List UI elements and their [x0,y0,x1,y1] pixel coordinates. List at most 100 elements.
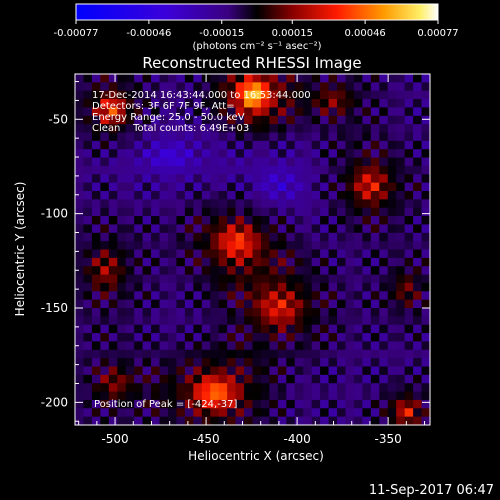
heatmap-cell [421,416,430,425]
heatmap-cell [184,282,194,292]
heatmap-cell [387,274,397,284]
heatmap-cell [328,165,338,175]
heatmap-cell [210,174,220,184]
heatmap-cell [83,182,93,192]
heatmap-cell [337,199,347,209]
heatmap-cell [134,249,144,259]
heatmap-cell [294,416,304,425]
heatmap-cell [269,182,279,192]
heatmap-cell [404,391,414,401]
heatmap-cell [328,282,338,292]
heatmap-cell [311,140,321,150]
heatmap-cell [117,416,127,425]
heatmap-cell [337,324,347,334]
heatmap-cell [108,282,118,292]
heatmap-cell [260,416,270,425]
heatmap-cell [252,191,262,200]
heatmap-cell [142,282,152,292]
heatmap-cell [353,74,363,83]
heatmap-cell [396,157,406,167]
heatmap-cell [421,157,430,167]
heatmap-cell [370,165,380,175]
heatmap-cell [235,324,245,334]
heatmap-cell [413,149,423,159]
heatmap-cell [353,115,363,125]
heatmap-cell [379,132,389,142]
heatmap-cell [125,399,135,409]
heatmap-cell [108,266,118,276]
heatmap-cell [210,299,220,309]
heatmap-cell [159,216,169,226]
heatmap-cell [370,266,380,276]
heatmap-cell [117,132,127,142]
heatmap-cell [184,241,194,251]
heatmap-cell [396,274,406,284]
heatmap-cell [151,82,161,92]
heatmap-cell [159,115,169,125]
heatmap-cell [370,282,380,292]
heatmap-cell [252,391,262,401]
heatmap-cell [404,416,414,425]
heatmap-cell [134,366,144,376]
heatmap-cell [227,224,237,234]
heatmap-cell [294,140,304,150]
heatmap-cell [75,399,85,409]
heatmap-cell [176,282,186,292]
heatmap-cell [345,374,355,384]
heatmap-cell [184,291,194,301]
heatmap-cell [244,249,254,259]
heatmap-cell [75,99,85,109]
heatmap-cell [244,191,254,200]
heatmap-cell [151,132,161,142]
heatmap-cell [134,282,144,292]
heatmap-cell [210,207,220,217]
heatmap-cell [201,124,211,134]
heatmap-cell [362,174,372,184]
heatmap-cell [260,157,270,167]
plot-frame [74,73,431,426]
heatmap-cell [167,349,178,359]
heatmap-cell [176,341,186,351]
heatmap-cell [379,207,389,217]
heatmap-cell [83,241,93,251]
heatmap-cell [370,107,380,117]
heatmap-cell [311,391,321,401]
heatmap-cell [100,324,110,334]
heatmap-cell [353,124,363,134]
heatmap-cell [227,349,237,359]
heatmap-cell [311,199,321,209]
heatmap-cell [294,174,304,184]
heatmap-cell [218,216,228,226]
heatmap-cell [294,349,304,359]
heatmap-cell [244,333,254,343]
heatmap-cell [269,107,279,117]
heatmap-cell [176,199,186,209]
heatmap-cell [176,157,186,167]
heatmap-cell [193,249,203,259]
heatmap-cell [328,107,338,117]
heatmap-cell [269,341,279,351]
heatmap-cell [151,383,161,393]
heatmap-cell [117,266,127,276]
heatmap-cell [396,316,406,326]
heatmap-cell [252,383,262,393]
heatmap-cell [176,291,186,301]
heatmap-cell [117,316,127,326]
heatmap-cell [260,299,270,309]
heatmap-cell [142,316,152,326]
heatmap-cell [159,107,169,117]
heatmap-cell [227,124,237,134]
heatmap-cell [218,249,228,259]
heatmap-cell [210,90,220,100]
heatmap-cell [421,383,430,393]
heatmap-cell [125,107,135,117]
heatmap-cell [117,399,127,409]
heatmap-cell [413,241,423,251]
heatmap-cell [218,374,228,384]
heatmap-cell [108,291,118,301]
heatmap-cell [345,199,355,209]
heatmap-cell [260,324,270,334]
heatmap-cell [328,299,338,309]
heatmap-cell [108,408,118,418]
heatmap-cell [311,90,321,100]
